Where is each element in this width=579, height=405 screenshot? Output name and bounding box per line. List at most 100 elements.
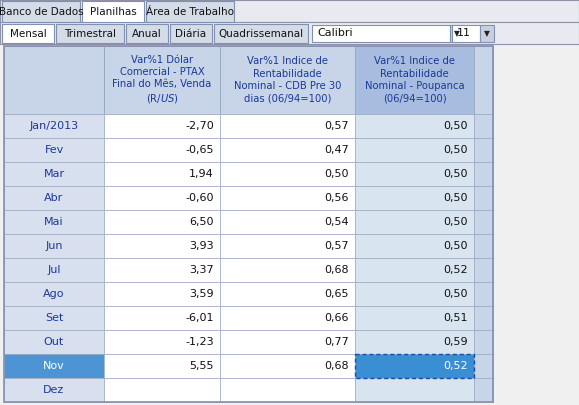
Text: Quadrissemanal: Quadrissemanal bbox=[218, 29, 303, 39]
Bar bbox=[104, 330, 220, 354]
Bar bbox=[220, 282, 355, 306]
Text: Nov: Nov bbox=[43, 361, 65, 371]
Text: 0,68: 0,68 bbox=[324, 265, 349, 275]
Text: Var%1 Indice de
Rentabilidade
Nominal - CDB Pre 30
dias (06/94=100): Var%1 Indice de Rentabilidade Nominal - … bbox=[234, 56, 341, 104]
Bar bbox=[4, 210, 104, 234]
Text: 0,47: 0,47 bbox=[324, 145, 349, 155]
Bar bbox=[220, 210, 355, 234]
Text: Jul: Jul bbox=[47, 265, 61, 275]
Bar bbox=[220, 306, 355, 330]
Text: Jun: Jun bbox=[45, 241, 63, 251]
Bar bbox=[104, 114, 220, 138]
Bar bbox=[474, 282, 493, 306]
Bar bbox=[474, 258, 493, 282]
Bar bbox=[4, 234, 104, 258]
Text: -2,70: -2,70 bbox=[185, 121, 214, 131]
Bar bbox=[474, 378, 493, 402]
Bar bbox=[474, 162, 493, 186]
Bar bbox=[474, 354, 493, 378]
Bar bbox=[104, 210, 220, 234]
Bar bbox=[355, 378, 474, 402]
Bar bbox=[355, 46, 474, 114]
Text: 0,50: 0,50 bbox=[444, 193, 468, 203]
Bar bbox=[4, 354, 104, 378]
Bar bbox=[0, 22, 579, 44]
Text: 0,50: 0,50 bbox=[444, 121, 468, 131]
Text: 0,66: 0,66 bbox=[324, 313, 349, 323]
Text: 11: 11 bbox=[457, 28, 471, 38]
Text: Fev: Fev bbox=[45, 145, 64, 155]
Text: ▼: ▼ bbox=[484, 29, 490, 38]
Bar bbox=[474, 210, 493, 234]
Bar bbox=[104, 186, 220, 210]
Bar bbox=[450, 25, 464, 42]
Text: 0,54: 0,54 bbox=[324, 217, 349, 227]
Text: Planilhas: Planilhas bbox=[90, 7, 137, 17]
Bar bbox=[474, 138, 493, 162]
Bar bbox=[474, 114, 493, 138]
Text: 0,57: 0,57 bbox=[324, 241, 349, 251]
Bar bbox=[104, 46, 220, 114]
Text: 0,57: 0,57 bbox=[324, 121, 349, 131]
Bar bbox=[355, 138, 474, 162]
Text: Jan/2013: Jan/2013 bbox=[30, 121, 79, 131]
Bar bbox=[355, 186, 474, 210]
Bar bbox=[4, 186, 104, 210]
Bar bbox=[104, 138, 220, 162]
Bar bbox=[4, 378, 104, 402]
Text: 0,50: 0,50 bbox=[444, 169, 468, 179]
Text: Out: Out bbox=[44, 337, 64, 347]
Bar bbox=[104, 306, 220, 330]
Bar bbox=[2, 24, 54, 43]
Bar bbox=[4, 330, 104, 354]
Bar bbox=[220, 378, 355, 402]
Bar bbox=[104, 162, 220, 186]
Text: Ago: Ago bbox=[43, 289, 65, 299]
Text: 0,65: 0,65 bbox=[324, 289, 349, 299]
Text: Calibri: Calibri bbox=[317, 28, 353, 38]
Bar bbox=[220, 46, 355, 114]
Bar bbox=[474, 306, 493, 330]
Text: 0,68: 0,68 bbox=[324, 361, 349, 371]
Bar bbox=[220, 162, 355, 186]
Bar bbox=[4, 114, 104, 138]
Bar bbox=[312, 25, 450, 42]
Bar bbox=[220, 354, 355, 378]
Bar bbox=[4, 162, 104, 186]
Text: 0,50: 0,50 bbox=[444, 217, 468, 227]
Bar bbox=[104, 234, 220, 258]
Bar bbox=[474, 234, 493, 258]
Text: -0,65: -0,65 bbox=[185, 145, 214, 155]
Bar bbox=[56, 24, 124, 43]
Text: 0,52: 0,52 bbox=[444, 265, 468, 275]
Bar bbox=[0, 0, 579, 22]
Text: 3,93: 3,93 bbox=[189, 241, 214, 251]
Text: 0,77: 0,77 bbox=[324, 337, 349, 347]
Text: Abr: Abr bbox=[45, 193, 64, 203]
Bar bbox=[220, 234, 355, 258]
Bar bbox=[355, 354, 474, 378]
Bar bbox=[4, 306, 104, 330]
Text: Diária: Diária bbox=[175, 29, 207, 39]
Bar bbox=[4, 46, 493, 402]
Text: 0,51: 0,51 bbox=[444, 313, 468, 323]
Text: -0,60: -0,60 bbox=[185, 193, 214, 203]
Bar bbox=[4, 258, 104, 282]
Text: 0,59: 0,59 bbox=[444, 337, 468, 347]
Bar bbox=[355, 306, 474, 330]
Bar bbox=[355, 210, 474, 234]
Bar bbox=[126, 24, 168, 43]
Bar bbox=[104, 282, 220, 306]
Text: 1,94: 1,94 bbox=[189, 169, 214, 179]
Bar bbox=[2, 1, 80, 22]
Text: Trimestral: Trimestral bbox=[64, 29, 116, 39]
Text: Set: Set bbox=[45, 313, 63, 323]
Text: 3,59: 3,59 bbox=[189, 289, 214, 299]
Text: Área de Trabalho: Área de Trabalho bbox=[146, 7, 234, 17]
Text: 0,50: 0,50 bbox=[444, 145, 468, 155]
Text: 3,37: 3,37 bbox=[189, 265, 214, 275]
Text: Var%1 Dólar
Comercial - PTAX
Final do Mês, Venda
(R$/US$): Var%1 Dólar Comercial - PTAX Final do Mê… bbox=[112, 55, 212, 105]
Bar bbox=[220, 330, 355, 354]
Bar bbox=[220, 186, 355, 210]
Bar bbox=[355, 330, 474, 354]
